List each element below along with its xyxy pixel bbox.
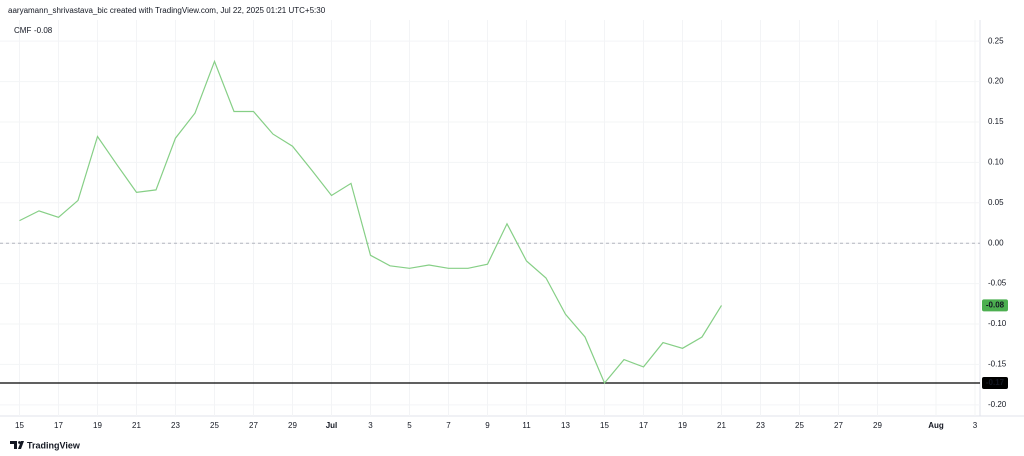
level-label: -0.17 — [986, 378, 1005, 387]
x-tick-label: 21 — [132, 421, 141, 430]
x-tick-label: 3 — [973, 421, 978, 430]
y-tick-label: 0.20 — [988, 77, 1004, 86]
x-tick-label: Aug — [928, 421, 944, 430]
y-tick-label: -0.20 — [988, 400, 1007, 409]
last-value-badge — [982, 299, 1008, 312]
x-tick-label: 25 — [795, 421, 804, 430]
series-line — [19, 59, 723, 385]
y-tick-label: 0.00 — [988, 238, 1004, 247]
legend-name: CMF — [14, 26, 31, 35]
y-tick-label: -0.05 — [988, 279, 1007, 288]
y-tick-label: 0.15 — [988, 117, 1004, 126]
x-tick-label: 5 — [407, 421, 412, 430]
y-tick-label: 0.25 — [988, 36, 1004, 45]
last-value-label: -0.08 — [986, 301, 1005, 310]
x-tick-label: 7 — [446, 421, 451, 430]
x-tick-label: 9 — [485, 421, 490, 430]
y-tick-label: -0.10 — [988, 319, 1007, 328]
x-tick-label: 21 — [717, 421, 726, 430]
x-tick-label: 17 — [54, 421, 63, 430]
x-tick-label: 11 — [522, 421, 531, 430]
x-tick-label: 15 — [600, 421, 609, 430]
x-tick-label: 19 — [678, 421, 687, 430]
x-tick-label: 15 — [15, 421, 24, 430]
x-tick-label: 13 — [561, 421, 570, 430]
x-tick-label: 27 — [834, 421, 843, 430]
x-tick-label: 19 — [93, 421, 102, 430]
y-tick-label: 0.05 — [988, 198, 1004, 207]
legend-value: -0.08 — [34, 26, 53, 35]
tv-logo — [10, 441, 24, 449]
x-tick-label: 17 — [639, 421, 648, 430]
x-tick-label: 23 — [756, 421, 765, 430]
x-tick-label: Jul — [326, 421, 338, 430]
y-tick-label: -0.15 — [988, 360, 1007, 369]
x-tick-label: 25 — [210, 421, 219, 430]
y-tick-label: 0.10 — [988, 157, 1004, 166]
x-tick-label: 23 — [171, 421, 180, 430]
x-tick-label: 29 — [288, 421, 297, 430]
level-badge — [982, 377, 1008, 390]
x-tick-label: 27 — [249, 421, 258, 430]
x-tick-label: 29 — [873, 421, 882, 430]
header-text: aaryamann_shrivastava_bic created with T… — [8, 6, 326, 15]
x-tick-label: 3 — [368, 421, 373, 430]
footer-brand: TradingView — [27, 440, 81, 450]
